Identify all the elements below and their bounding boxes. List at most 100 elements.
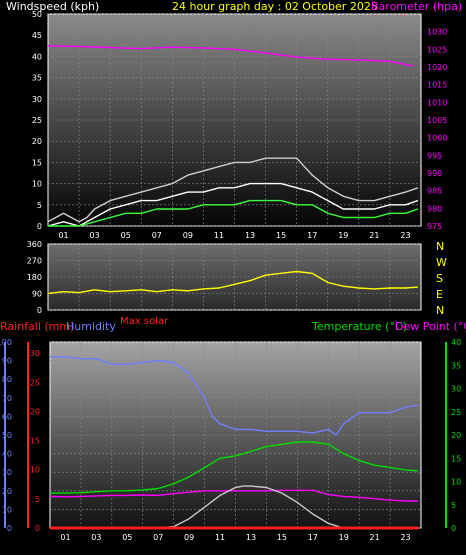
y-tick-label: 45 xyxy=(32,31,42,40)
y2-tick-label: 35 xyxy=(451,361,461,370)
rain-tick-label: 25 xyxy=(30,378,40,387)
y-tick-label: 50 xyxy=(32,10,42,19)
y2-tick-label: 1010 xyxy=(427,98,447,107)
direction-tick-labels: 0 90 180 270 360 xyxy=(27,240,42,315)
x-tick-label: 13 xyxy=(245,231,255,240)
y2-tick-label: 1000 xyxy=(427,134,447,143)
y-tick-label: 10 xyxy=(2,505,12,514)
y-tick-label: 40 xyxy=(32,52,42,61)
series-line-0-2 xyxy=(47,182,419,227)
y2-tick-label: 15 xyxy=(451,454,461,463)
y-tick-label: 35 xyxy=(32,74,42,83)
y2-tick-label: 20 xyxy=(451,431,461,440)
x-tick-label: 11 xyxy=(215,533,225,542)
x-tick-label: 13 xyxy=(246,533,256,542)
x-tick-label: 19 xyxy=(338,231,348,240)
y2-tick-label: 1005 xyxy=(427,116,447,125)
y-tick-label: 360 xyxy=(27,240,42,249)
y-tick-label: 25 xyxy=(32,116,42,125)
series-line-0-0 xyxy=(47,45,414,67)
rain-tick-label: 30 xyxy=(30,349,40,358)
compass-label-n-top: N xyxy=(436,240,444,253)
y2-tick-label: 0 xyxy=(451,524,456,533)
y-tick-label: 90 xyxy=(32,290,42,299)
y-tick-label: 5 xyxy=(37,201,42,210)
windspeed-axis-label: Windspeed (kph) xyxy=(6,0,99,13)
y-tick-label: 10 xyxy=(32,180,42,189)
x-tick-label: 19 xyxy=(339,533,349,542)
y-tick-label: 40 xyxy=(2,450,12,459)
max-solar-label: Max solar xyxy=(120,316,169,327)
y-tick-label: 0 xyxy=(37,306,42,315)
x-tick-label: 17 xyxy=(308,533,318,542)
temp-series xyxy=(49,356,419,530)
x-tick-label: 03 xyxy=(91,533,101,542)
y2-tick-label: 10 xyxy=(451,478,461,487)
y-tick-label: 70 xyxy=(2,394,12,403)
rain-tick-label: 10 xyxy=(30,466,40,475)
direction-series xyxy=(47,270,418,295)
x-tick-label: 15 xyxy=(276,231,286,240)
y2-tick-label: 985 xyxy=(427,187,442,196)
rain-tick-label: 5 xyxy=(35,495,40,504)
x-tick-label: 09 xyxy=(183,231,193,240)
y2-tick-label: 980 xyxy=(427,204,442,213)
direction-grid xyxy=(48,243,421,311)
y2-tick-label: 990 xyxy=(427,169,442,178)
x-tick-label: 07 xyxy=(153,533,163,542)
y-tick-label: 60 xyxy=(2,412,12,421)
y2-tick-label: 995 xyxy=(427,151,442,160)
humidity-axis-label: Humidity xyxy=(66,320,116,333)
x-tick-label: 05 xyxy=(122,533,132,542)
barometer-axis-label: Barometer (hpa) xyxy=(371,0,462,13)
x-tick-label: 21 xyxy=(370,533,380,542)
rain-tick-label: 20 xyxy=(30,407,40,416)
y2-tick-label: 1025 xyxy=(427,45,447,54)
y2-tick-label: 1030 xyxy=(427,28,447,37)
y2-tick-label: 1015 xyxy=(427,81,447,90)
x-tick-label: 03 xyxy=(90,231,100,240)
x-tick-label: 01 xyxy=(58,231,68,240)
series-line-2-1 xyxy=(50,441,418,494)
dewpoint-axis-label: Dew Point (°C) xyxy=(395,320,466,333)
graph-title: 24 hour graph day : 02 October 2025 xyxy=(172,0,378,13)
series-line-2-2 xyxy=(49,489,418,502)
y-tick-label: 270 xyxy=(27,257,42,266)
series-line-2-3 xyxy=(158,485,344,529)
x-tick-label: 23 xyxy=(400,231,410,240)
series-line-0-3 xyxy=(48,199,419,227)
y-tick-label: 80 xyxy=(2,375,12,384)
temperature-axis-label: Temperature (°C) xyxy=(311,320,407,333)
y2-tick-label: 30 xyxy=(451,385,461,394)
y2-tick-label: 1020 xyxy=(427,63,447,72)
y-tick-label: 30 xyxy=(32,95,42,104)
compass-label-w: W xyxy=(436,256,447,269)
x-tick-label: 09 xyxy=(184,533,194,542)
y2-tick-label: 25 xyxy=(451,408,461,417)
x-tick-label: 07 xyxy=(152,231,162,240)
rain-tick-label: 15 xyxy=(30,437,40,446)
rainfall-axis-label: Rainfall (mm) xyxy=(0,320,74,333)
y-tick-label: 15 xyxy=(32,158,42,167)
y2-tick-label: 975 xyxy=(427,222,442,231)
y2-tick-label: 5 xyxy=(451,501,456,510)
y-tick-label: 30 xyxy=(2,468,12,477)
x-tick-label: 17 xyxy=(307,231,317,240)
series-line-2-0 xyxy=(50,356,419,436)
y-tick-label: 90 xyxy=(2,357,12,366)
x-tick-label: 23 xyxy=(400,533,410,542)
rain-tick-label: 0 xyxy=(35,524,40,533)
y-tick-label: 0 xyxy=(37,222,42,231)
y-tick-label: 180 xyxy=(27,273,42,282)
y-tick-label: 20 xyxy=(2,487,12,496)
x-tick-label: 01 xyxy=(60,533,70,542)
wind-series xyxy=(47,45,419,227)
x-tick-label: 05 xyxy=(121,231,131,240)
wind-grid xyxy=(48,13,421,227)
x-tick-label: 11 xyxy=(214,231,224,240)
y-tick-label: 20 xyxy=(32,137,42,146)
compass-label-n-bottom: N xyxy=(436,304,444,317)
y2-tick-label: 40 xyxy=(451,338,461,347)
